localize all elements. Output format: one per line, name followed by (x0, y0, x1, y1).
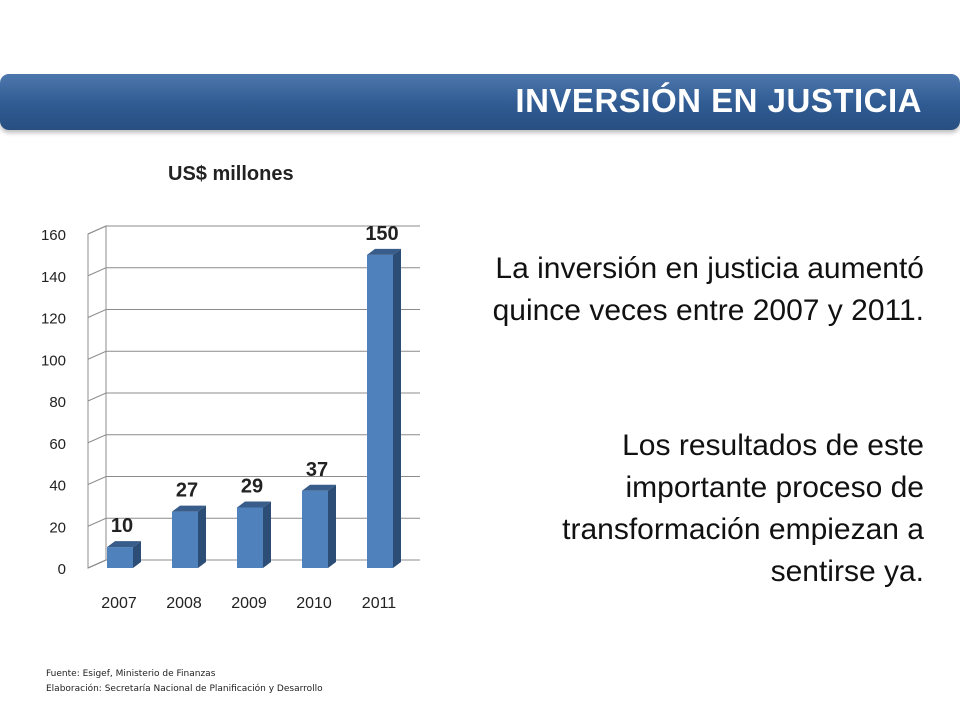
bar-top (237, 501, 271, 508)
gridline (87, 225, 420, 235)
footer-elaboration: Elaboración: Secretaría Nacional de Plan… (46, 684, 323, 694)
gridline (87, 309, 420, 318)
bar-side (198, 505, 206, 568)
gridline (87, 392, 420, 402)
data-label: 27 (176, 480, 198, 502)
y-tick-label: 20 (49, 519, 66, 536)
y-tick-label: 40 (49, 478, 66, 495)
y-tick-label: 100 (41, 352, 66, 369)
y-tick-label: 60 (49, 436, 66, 453)
bar-top (107, 541, 141, 548)
y-tick-label: 80 (49, 394, 66, 411)
gridline (87, 267, 420, 277)
gridline (87, 350, 420, 360)
chart-title: US$ millones (168, 163, 294, 185)
paragraph-results: Los resultados de este importante proces… (562, 429, 924, 588)
data-label: 150 (365, 223, 398, 245)
bar-chart: 0 20 40 60 80 100 120 140 160 10 2007 27 2008 29 2009 3… (41, 223, 420, 612)
bar (172, 511, 198, 568)
slide-title: INVERSIÓN EN JUSTICIA (515, 82, 922, 119)
bar-top (367, 248, 401, 255)
footer-source: Fuente: Esigef, Ministerio de Finanzas (46, 669, 216, 679)
gridline (87, 476, 420, 485)
data-label: 10 (111, 515, 133, 537)
bar (107, 547, 133, 568)
bar-side (328, 484, 336, 568)
x-tick-label: 2007 (101, 595, 137, 612)
title-banner: INVERSIÓN EN JUSTICIA (0, 74, 960, 130)
paragraph-investment: La inversión en justicia aumentó quince … (492, 252, 924, 327)
data-label: 37 (306, 459, 328, 481)
bar (302, 490, 328, 568)
x-tick-label: 2011 (362, 595, 397, 612)
x-tick-label: 2009 (231, 595, 267, 612)
bar-side (393, 248, 401, 568)
bar-side (263, 501, 271, 568)
gridline (87, 434, 420, 444)
x-tick-label: 2010 (296, 595, 332, 612)
bar (237, 507, 263, 568)
y-tick-label: 160 (41, 227, 66, 244)
y-tick-label: 0 (58, 561, 66, 578)
bar (367, 254, 393, 568)
x-tick-label: 2008 (166, 595, 202, 612)
footer-notes: Fuente: Esigef, Ministerio de Finanzas E… (46, 667, 323, 697)
data-label: 29 (241, 475, 263, 497)
y-tick-label: 120 (41, 311, 66, 328)
bar-top (172, 505, 206, 512)
y-tick-label: 140 (41, 269, 66, 286)
bar-side (133, 541, 141, 568)
bar-top (302, 484, 336, 491)
